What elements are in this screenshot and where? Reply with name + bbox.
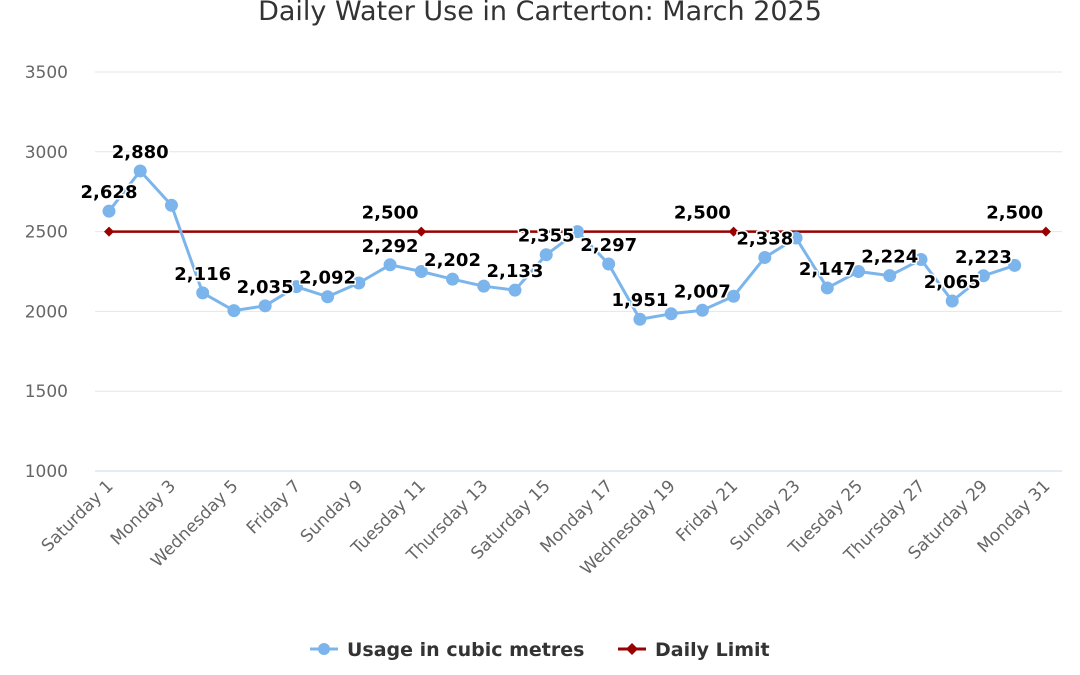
limit-data-label: 2,500 bbox=[674, 203, 731, 224]
usage-point[interactable] bbox=[758, 250, 772, 264]
usage-point[interactable] bbox=[414, 265, 428, 278]
x-tick-label: Friday 7 bbox=[243, 476, 305, 538]
usage-data-label: 2,292 bbox=[362, 236, 419, 257]
usage-point[interactable] bbox=[945, 294, 959, 308]
grid bbox=[95, 71, 1062, 472]
y-tick-label: 3000 bbox=[25, 143, 68, 163]
usage-data-label: 2,224 bbox=[861, 247, 918, 268]
usage-point[interactable] bbox=[539, 248, 553, 262]
usage-point[interactable] bbox=[664, 307, 678, 321]
usage-data-label: 2,007 bbox=[674, 281, 731, 302]
usage-point[interactable] bbox=[164, 198, 178, 212]
usage-point[interactable] bbox=[727, 289, 741, 303]
usage-point[interactable] bbox=[477, 279, 491, 293]
usage-point[interactable] bbox=[976, 269, 990, 283]
y-tick-label: 1000 bbox=[25, 462, 68, 482]
legend-limit-marker bbox=[626, 643, 638, 655]
legend-item-usage[interactable]: Usage in cubic metres bbox=[310, 639, 584, 661]
usage-point[interactable] bbox=[383, 258, 397, 272]
usage-data-label: 2,065 bbox=[924, 272, 981, 293]
legend[interactable]: Usage in cubic metres Daily Limit bbox=[310, 639, 770, 661]
legend-usage-label: Usage in cubic metres bbox=[347, 639, 584, 661]
usage-point[interactable] bbox=[133, 164, 147, 178]
y-tick-label: 2500 bbox=[25, 223, 68, 243]
series bbox=[102, 164, 1051, 326]
usage-data-label: 2,092 bbox=[299, 268, 356, 289]
usage-point[interactable] bbox=[695, 303, 709, 317]
usage-point[interactable] bbox=[1008, 258, 1022, 272]
usage-point[interactable] bbox=[289, 280, 303, 294]
limit-point[interactable] bbox=[416, 226, 427, 237]
y-tick-label: 3500 bbox=[25, 63, 68, 83]
usage-point[interactable] bbox=[570, 225, 584, 239]
usage-point[interactable] bbox=[227, 304, 241, 318]
limit-data-label: 2,500 bbox=[362, 203, 419, 224]
usage-point[interactable] bbox=[852, 265, 866, 278]
usage-point[interactable] bbox=[508, 283, 522, 297]
limit-point[interactable] bbox=[104, 226, 114, 237]
usage-data-label: 1,951 bbox=[611, 290, 668, 311]
usage-data-label: 2,202 bbox=[424, 250, 481, 271]
usage-point[interactable] bbox=[820, 281, 834, 295]
legend-limit-label: Daily Limit bbox=[655, 639, 770, 661]
usage-data-label: 2,628 bbox=[81, 182, 138, 203]
legend-item-limit[interactable]: Daily Limit bbox=[618, 639, 770, 661]
usage-data-label: 2,133 bbox=[487, 261, 544, 282]
usage-data-label: 2,223 bbox=[955, 247, 1012, 268]
usage-point[interactable] bbox=[446, 272, 460, 286]
y-tick-label: 2000 bbox=[25, 302, 68, 322]
usage-point[interactable] bbox=[321, 290, 335, 304]
usage-point[interactable] bbox=[633, 312, 647, 326]
usage-point[interactable] bbox=[914, 253, 928, 267]
usage-data-label: 2,880 bbox=[112, 142, 169, 163]
y-axis-ticks: 1000 1500 2000 2500 3000 3500 bbox=[25, 63, 68, 482]
limit-point[interactable] bbox=[728, 226, 739, 237]
usage-data-label: 2,297 bbox=[580, 235, 637, 256]
chart-title: Daily Water Use in Carterton: March 2025 bbox=[258, 0, 822, 27]
usage-point[interactable] bbox=[102, 204, 116, 218]
usage-point[interactable] bbox=[196, 286, 210, 300]
usage-data-label: 2,338 bbox=[736, 228, 793, 249]
usage-point[interactable] bbox=[258, 299, 272, 313]
limit-data-label: 2,500 bbox=[986, 203, 1043, 224]
usage-point[interactable] bbox=[602, 257, 616, 271]
usage-data-label: 2,035 bbox=[237, 277, 294, 298]
usage-point[interactable] bbox=[352, 276, 366, 290]
usage-data-label: 2,147 bbox=[799, 259, 856, 280]
usage-point[interactable] bbox=[883, 269, 897, 283]
usage-point[interactable] bbox=[789, 231, 803, 245]
y-tick-label: 1500 bbox=[25, 382, 68, 402]
legend-usage-marker bbox=[318, 643, 330, 655]
usage-data-label: 2,355 bbox=[518, 226, 575, 247]
x-tick-label: Saturday 1 bbox=[38, 476, 118, 556]
limit-point[interactable] bbox=[1040, 226, 1051, 237]
usage-data-label: 2,116 bbox=[174, 264, 231, 285]
